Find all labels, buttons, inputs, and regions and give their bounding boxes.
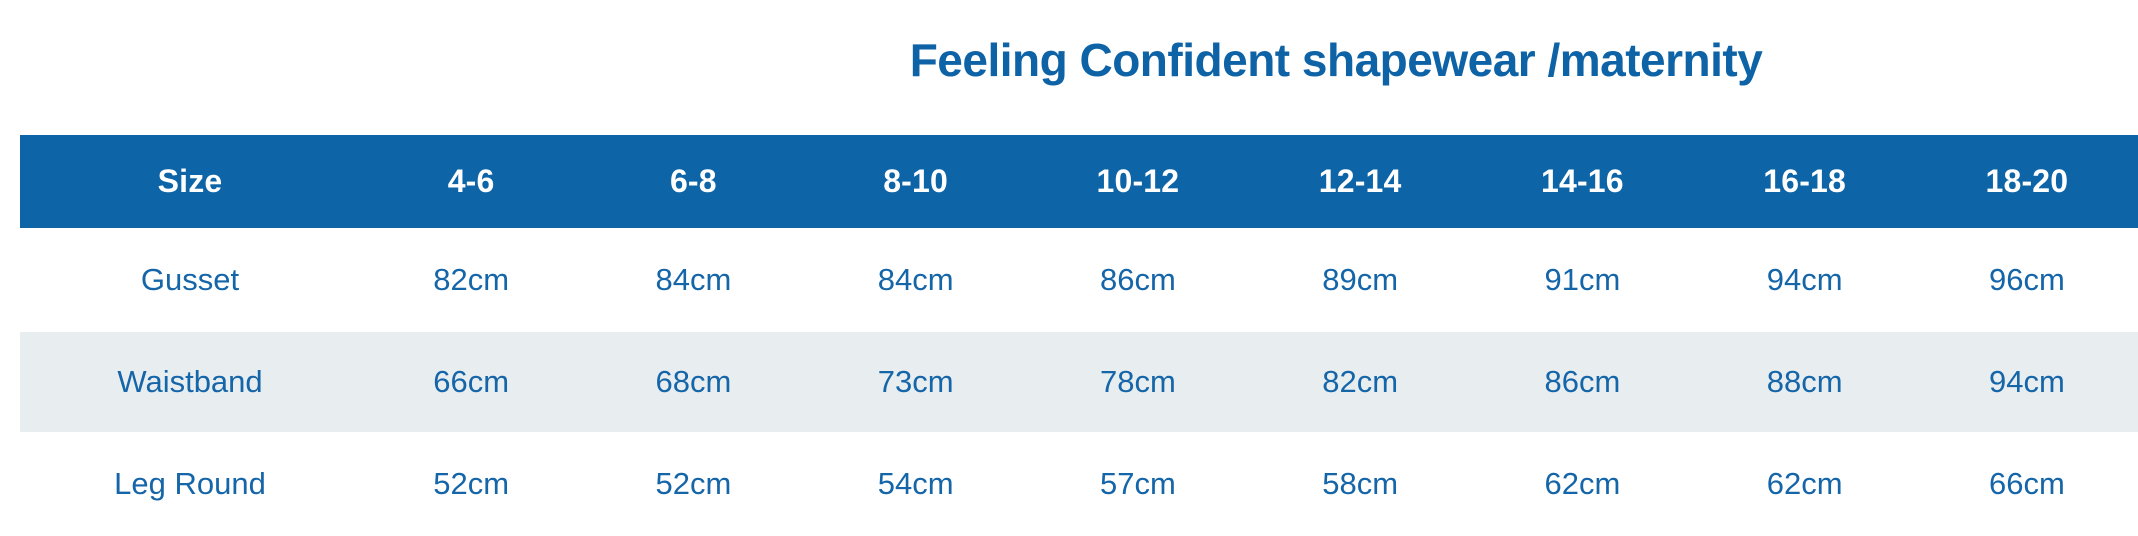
cell-waistband-16-18: 88cm <box>1766 363 1843 399</box>
cell-gusset-6-8: 84cm <box>655 261 732 297</box>
cell-gusset-14-16: 91cm <box>1544 261 1621 297</box>
cell-gusset-12-14: 89cm <box>1322 261 1399 297</box>
row-label-leg-round: Leg Round <box>114 465 266 501</box>
row-label-waistband: Waistband <box>117 363 263 399</box>
cell-gusset-8-10: 84cm <box>877 261 954 297</box>
column-header-8-10: 8-10 <box>883 162 949 199</box>
table-row-waistband: Waistband 66cm 68cm 73cm 78cm 82cm 86cm … <box>20 332 2138 432</box>
column-header-4-6: 4-6 <box>447 162 495 199</box>
cell-waistband-10-12: 78cm <box>1099 363 1176 399</box>
table-row-gusset: Gusset 82cm 84cm 84cm 86cm 89cm 91cm 94c… <box>20 228 2138 332</box>
cell-gusset-4-6: 82cm <box>433 261 510 297</box>
cell-leg-round-10-12: 57cm <box>1099 465 1176 501</box>
column-header-14-16: 14-16 <box>1540 162 1624 199</box>
cell-waistband-18-20: 94cm <box>1988 363 2065 399</box>
column-header-12-14: 12-14 <box>1318 162 1402 199</box>
column-header-6-8: 6-8 <box>669 162 717 199</box>
cell-leg-round-14-16: 62cm <box>1544 465 1621 501</box>
cell-leg-round-8-10: 54cm <box>877 465 954 501</box>
page-title: Feeling Confident shapewear /maternity <box>909 34 1763 86</box>
cell-leg-round-12-14: 58cm <box>1322 465 1399 501</box>
cell-waistband-12-14: 82cm <box>1322 363 1399 399</box>
column-header-18-20: 18-20 <box>1985 162 2069 199</box>
column-header-16-18: 16-18 <box>1763 162 1847 199</box>
cell-leg-round-4-6: 52cm <box>433 465 510 501</box>
cell-leg-round-18-20: 66cm <box>1988 465 2065 501</box>
row-label-gusset: Gusset <box>140 261 240 297</box>
column-header-size: Size <box>157 162 223 199</box>
cell-gusset-10-12: 86cm <box>1099 261 1176 297</box>
cell-leg-round-16-18: 62cm <box>1766 465 1843 501</box>
cell-gusset-16-18: 94cm <box>1766 261 1843 297</box>
size-chart-table: Size 4-6 6-8 8-10 10-12 12-14 14-16 16-1… <box>20 135 2138 536</box>
table-header-row: Size 4-6 6-8 8-10 10-12 12-14 14-16 16-1… <box>20 135 2138 228</box>
table-row-leg-round: Leg Round 52cm 52cm 54cm 57cm 58cm 62cm … <box>20 432 2138 536</box>
cell-waistband-8-10: 73cm <box>877 363 954 399</box>
cell-waistband-6-8: 68cm <box>655 363 732 399</box>
cell-leg-round-6-8: 52cm <box>655 465 732 501</box>
cell-gusset-18-20: 96cm <box>1988 261 2065 297</box>
cell-waistband-4-6: 66cm <box>433 363 510 399</box>
cell-waistband-14-16: 86cm <box>1544 363 1621 399</box>
column-header-10-12: 10-12 <box>1096 162 1180 199</box>
